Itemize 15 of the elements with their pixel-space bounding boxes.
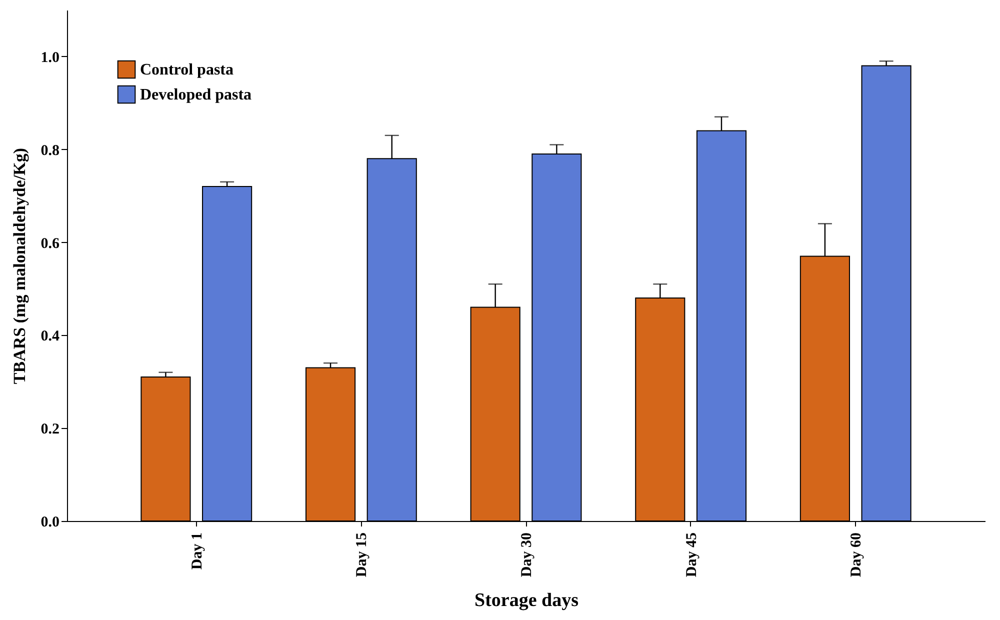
legend-label: Developed pasta: [140, 86, 252, 104]
y-tick-label: 0.6: [40, 236, 60, 252]
y-tick-label: 0.8: [40, 142, 60, 159]
legend-label: Control pasta: [140, 62, 234, 78]
y-tick-label: 0.0: [40, 514, 60, 530]
x-tick-label: Day 60: [848, 532, 865, 578]
y-tick-label: 0.2: [40, 422, 60, 438]
y-tick-label: 1.0: [40, 50, 60, 66]
x-tick-label: Day 45: [684, 532, 700, 578]
x-tick-label: Day 30: [519, 532, 535, 578]
y-axis-title: TBARS (mg malonaldehyde/Kg): [10, 148, 29, 384]
x-tick-label: Day 1: [189, 532, 206, 570]
x-tick-label: Day 15: [354, 532, 370, 578]
y-tick-label: 0.4: [40, 328, 60, 345]
x-axis-title: Storage days: [474, 590, 578, 612]
